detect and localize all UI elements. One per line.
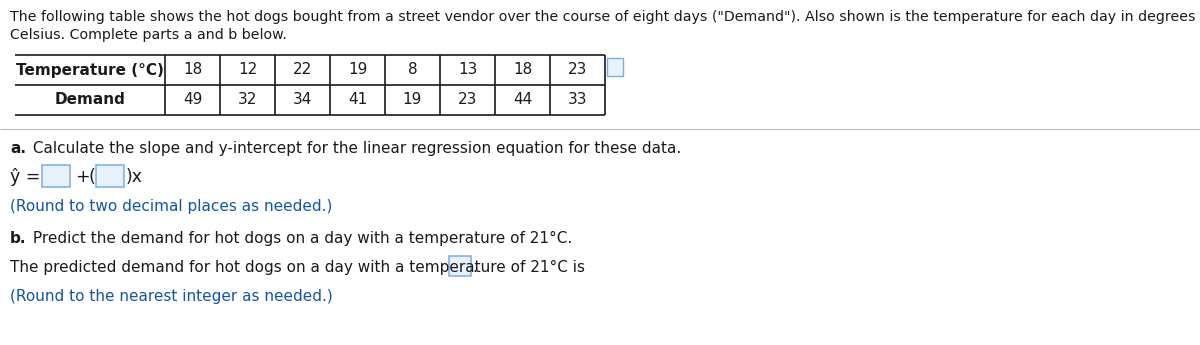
Text: ŷ =: ŷ = [10,168,41,186]
FancyBboxPatch shape [42,165,70,187]
Text: 8: 8 [408,62,418,78]
Text: )x: )x [126,168,143,186]
Text: +: + [74,168,90,186]
FancyBboxPatch shape [96,165,124,187]
Text: (Round to two decimal places as needed.): (Round to two decimal places as needed.) [10,199,332,214]
FancyBboxPatch shape [607,58,623,76]
Text: 49: 49 [182,92,202,108]
Text: .: . [473,259,478,275]
Text: 41: 41 [348,92,367,108]
Text: b.: b. [10,231,26,246]
Text: 19: 19 [348,62,367,78]
Text: The predicted demand for hot dogs on a day with a temperature of 21°C is: The predicted demand for hot dogs on a d… [10,259,586,275]
Text: 19: 19 [403,92,422,108]
Text: (Round to the nearest integer as needed.): (Round to the nearest integer as needed.… [10,289,332,304]
Text: 32: 32 [238,92,257,108]
Text: 33: 33 [568,92,587,108]
Text: (: ( [88,168,95,186]
Text: 18: 18 [182,62,202,78]
Text: 12: 12 [238,62,257,78]
FancyBboxPatch shape [449,256,470,276]
Text: a.: a. [10,141,26,156]
Text: 23: 23 [458,92,478,108]
Text: The following table shows the hot dogs bought from a street vendor over the cour: The following table shows the hot dogs b… [10,10,1195,24]
Text: Demand: Demand [54,92,126,108]
Text: 22: 22 [293,62,312,78]
Text: 18: 18 [512,62,532,78]
Text: Celsius. Complete parts a and b below.: Celsius. Complete parts a and b below. [10,28,287,42]
Text: 23: 23 [568,62,587,78]
Text: Calculate the slope and y-intercept for the linear regression equation for these: Calculate the slope and y-intercept for … [28,141,682,156]
Text: 44: 44 [512,92,532,108]
Text: 34: 34 [293,92,312,108]
Text: 13: 13 [458,62,478,78]
Text: Predict the demand for hot dogs on a day with a temperature of 21°C.: Predict the demand for hot dogs on a day… [28,231,572,246]
Text: Temperature (°C): Temperature (°C) [16,62,164,78]
